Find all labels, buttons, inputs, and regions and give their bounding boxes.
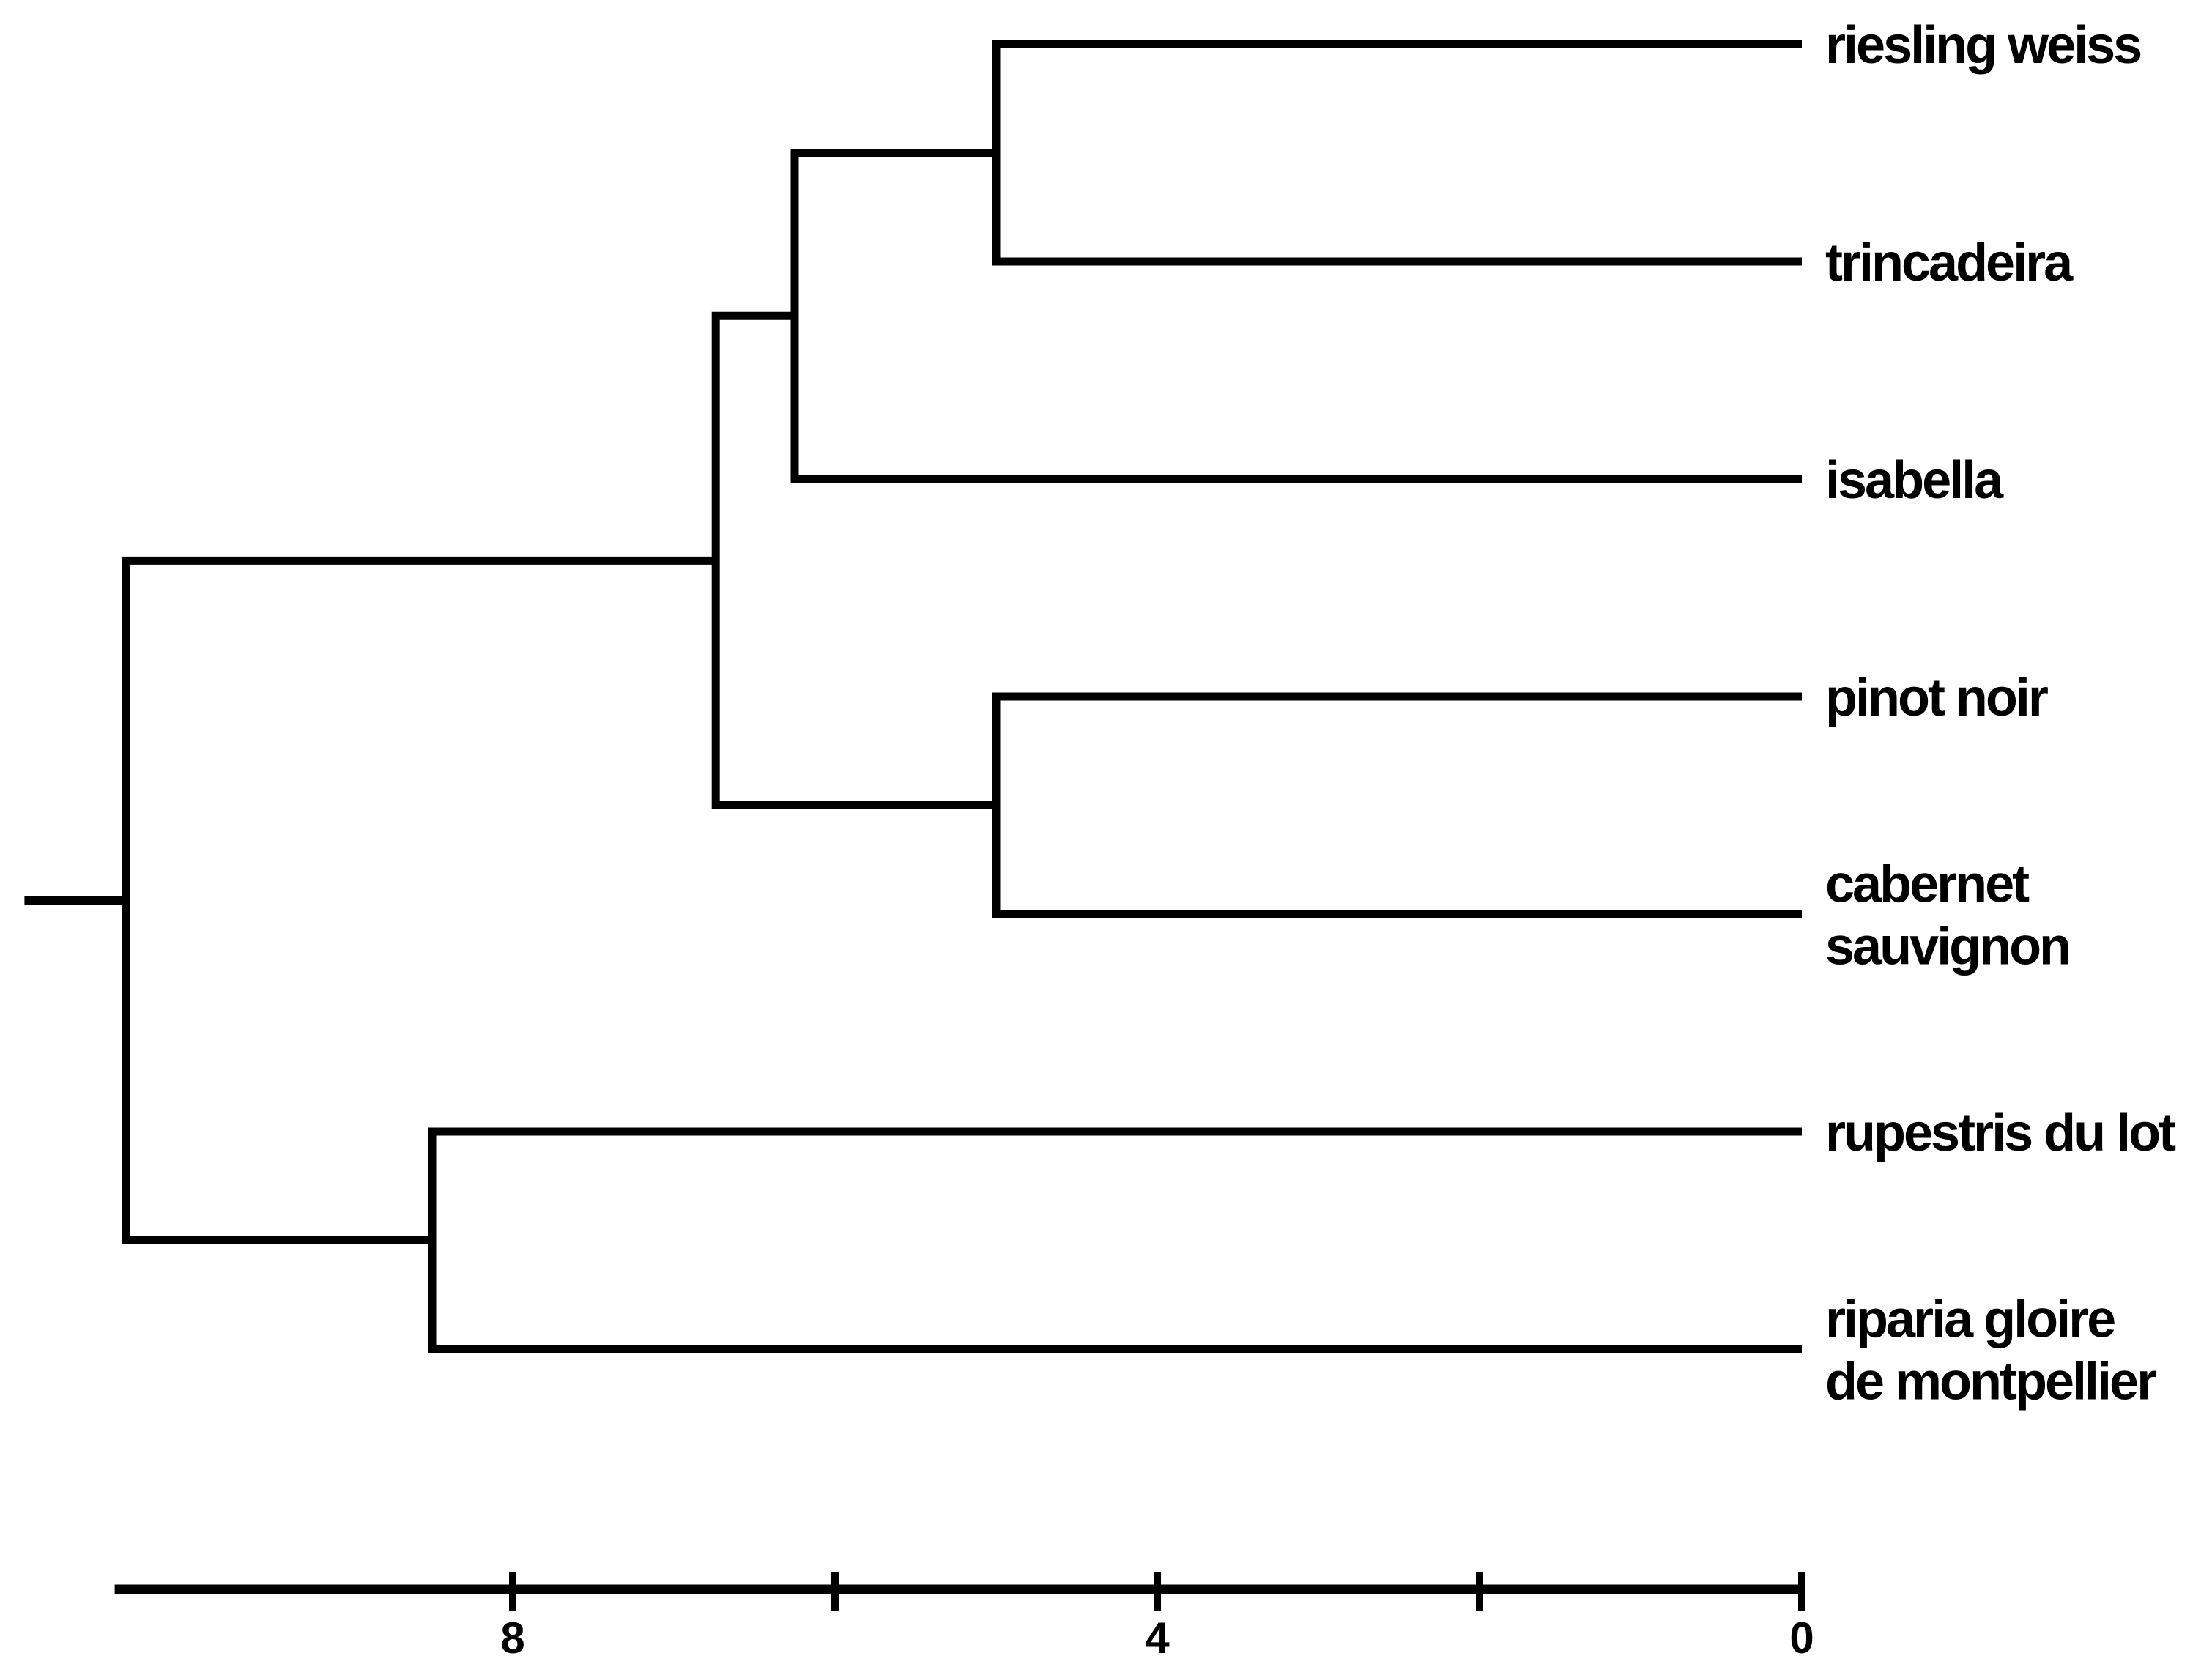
leaf-label-isabella: isabella	[1825, 451, 2004, 510]
branch-merge-h8.5	[428, 1127, 1802, 1353]
leaf-label-riparia-gloire-de-montpellier-line-1: riparia gloire	[1825, 1290, 2115, 1349]
leaf-label-riparia-gloire-de-montpellier-line-2: de montpellier	[1825, 1353, 2156, 1411]
leaf-label-riesling-weiss: riesling weiss	[1825, 16, 2141, 75]
tree-branches	[24, 40, 1802, 1353]
branch-merge-h6.25	[790, 149, 1802, 483]
branch-merge-h6.74	[711, 311, 996, 809]
leaf-label-rupestris-du-lot: rupestris du lot	[1825, 1104, 2176, 1162]
leaf-label-pinot-noir: pinot noir	[1825, 669, 2048, 727]
leaf-label-trincadeira: trincadeira	[1825, 234, 2074, 292]
leaf-label-cabernet-sauvignon-line-1: cabernet	[1825, 855, 2030, 914]
axis-tick-label-4: 4	[1145, 1613, 1170, 1663]
branch-merge-h10.4	[122, 556, 716, 1244]
axis-tick-label-8: 8	[500, 1613, 524, 1663]
branch-merge-h5	[992, 40, 1802, 266]
leaf-labels: riesling weiss trincadeira isabella pinot n…	[1825, 16, 2178, 1411]
leaf-label-cabernet-sauvignon-line-2: sauvignon	[1825, 918, 2069, 976]
axis-tick-label-0: 0	[1789, 1613, 1814, 1663]
branch-merge-h5	[992, 692, 1802, 918]
distance-axis: 8 4 0	[114, 1572, 1814, 1663]
